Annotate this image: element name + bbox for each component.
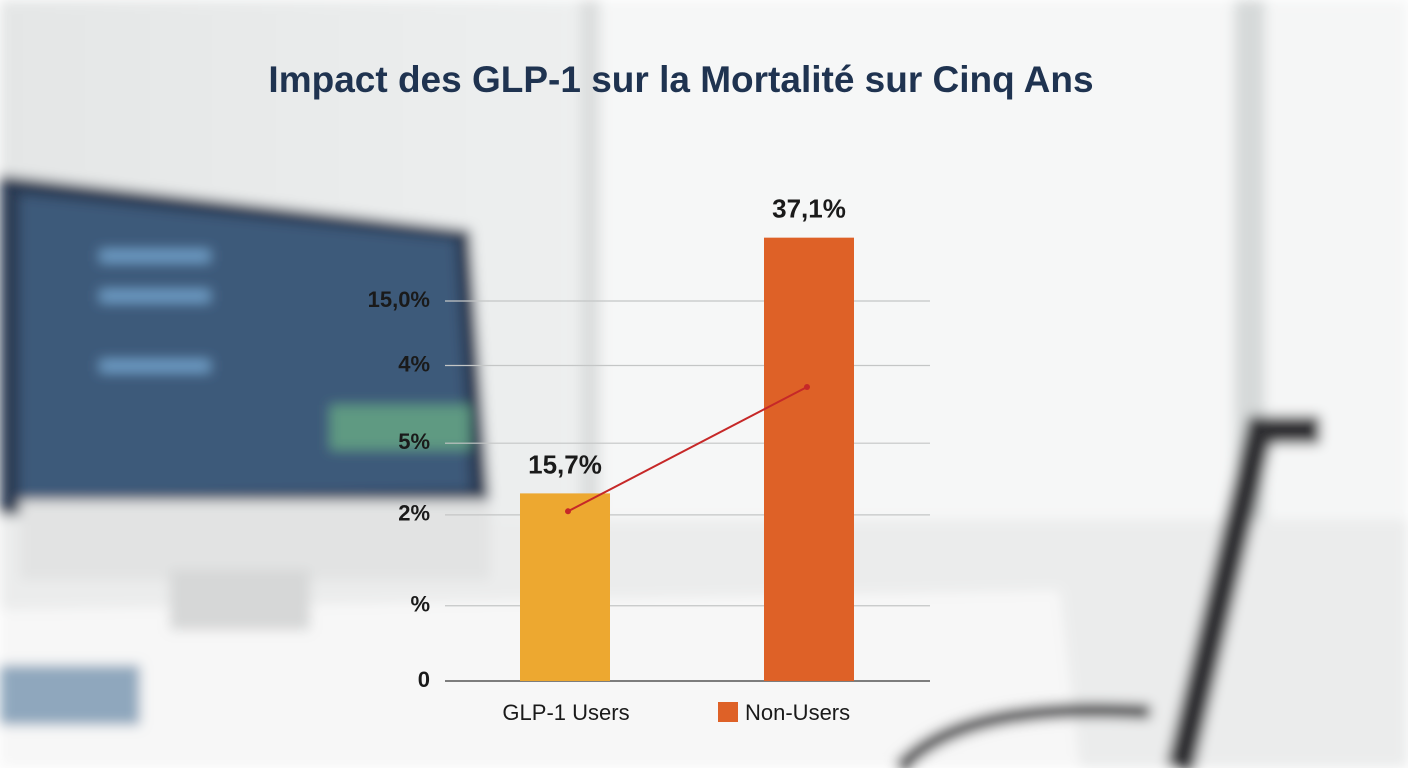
y-tick-label: 4% (398, 351, 430, 376)
trend-point (565, 508, 571, 515)
y-tick-label: 5% (398, 429, 430, 454)
value-label: 37,1% (772, 194, 846, 224)
x-tick-label: GLP-1 Users (502, 700, 629, 725)
y-tick-label: 15,0% (368, 287, 430, 312)
legend-label: Non-Users (745, 700, 850, 725)
y-tick-label: 0 (418, 667, 430, 692)
trend-line (567, 386, 808, 513)
bar (764, 237, 854, 681)
chart-title: Impact des GLP-1 sur la Mortalité sur Ci… (268, 59, 1093, 100)
value-label: 15,7% (528, 449, 602, 479)
bar (520, 493, 610, 681)
trend-point (804, 384, 810, 391)
legend-marker (718, 702, 738, 722)
y-tick-label: % (410, 592, 430, 617)
y-tick-label: 2% (398, 501, 430, 526)
